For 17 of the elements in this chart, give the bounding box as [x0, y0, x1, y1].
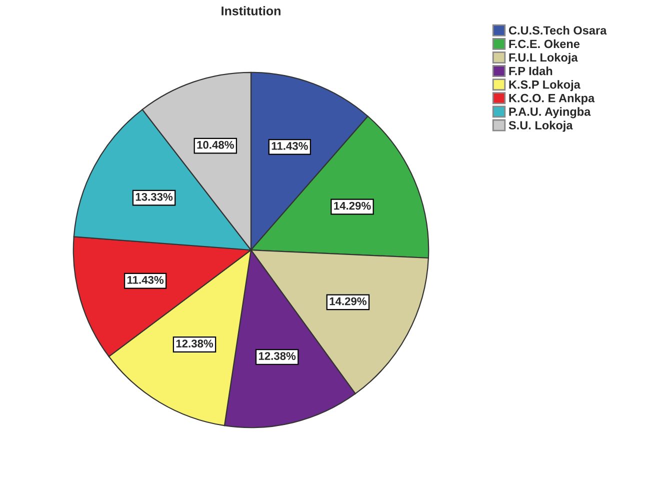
data-label: 13.33% — [136, 192, 173, 201]
legend-label: S.U. Lokoja — [508, 120, 573, 132]
data-label: 11.43% — [272, 142, 308, 150]
data-label: 14.29% — [334, 202, 371, 210]
legend-label: P.A.U. Ayingba — [509, 107, 591, 118]
legend-label: C.U.S.Tech Osara — [508, 26, 607, 35]
chart-title: Institution — [222, 6, 280, 16]
legend-label: K.S.P Lokoja — [509, 80, 580, 92]
legend-label: F.C.E. Okene — [509, 39, 580, 48]
data-label: 11.43% — [127, 276, 164, 284]
legend-label: F.P Idah — [509, 66, 552, 76]
data-label: 10.48% — [197, 140, 234, 149]
data-label: 14.29% — [330, 297, 366, 306]
data-label: 12.38% — [258, 352, 296, 360]
data-label: 12.38% — [176, 340, 214, 348]
legend-label: F.U.L Lokoja — [509, 52, 578, 64]
legend-label: K.C.O. E Ankpa — [509, 94, 595, 105]
